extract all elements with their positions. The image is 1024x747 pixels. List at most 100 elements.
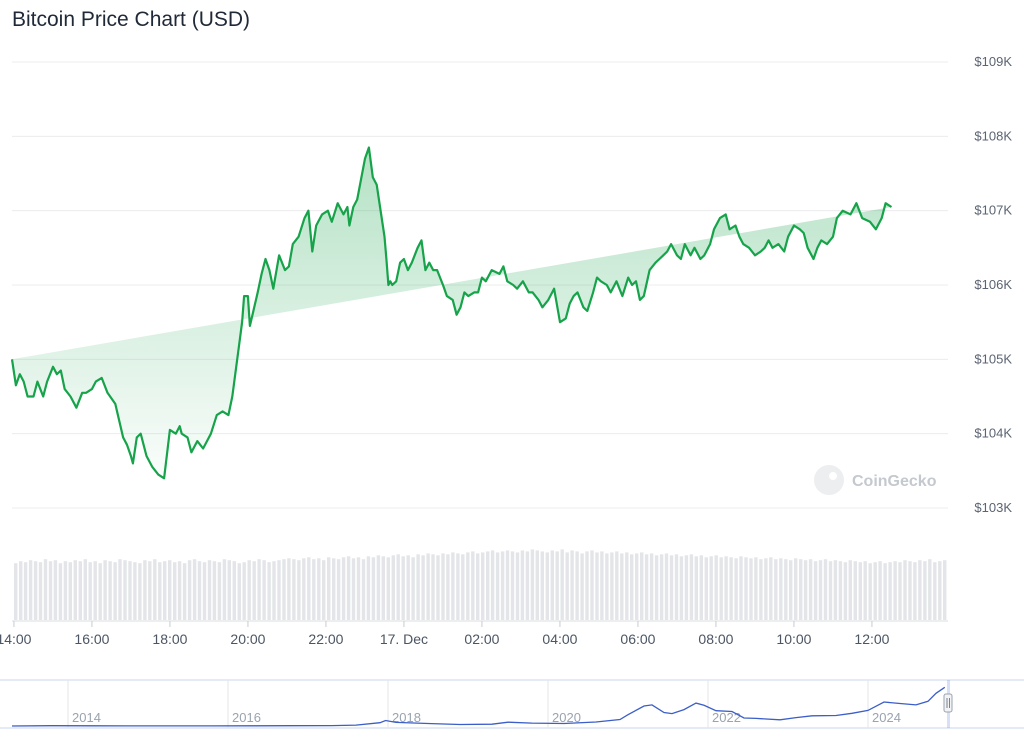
volume-bar <box>411 557 415 620</box>
volume-bar <box>381 556 385 620</box>
volume-bar <box>148 561 152 620</box>
x-tick-label: 20:00 <box>230 631 265 647</box>
volume-bar <box>351 558 356 620</box>
x-tick-label: 22:00 <box>308 631 343 647</box>
volume-bar <box>93 561 97 620</box>
volume-bar <box>764 558 768 620</box>
x-tick-label: 02:00 <box>464 631 499 647</box>
volume-bar <box>853 561 857 620</box>
volume-bar <box>133 562 137 620</box>
volume-bar <box>585 551 589 620</box>
volume-bar <box>505 550 510 620</box>
volume-bar <box>366 556 371 620</box>
volume-bar <box>456 553 460 620</box>
volume-bar <box>769 557 773 620</box>
volume-bar <box>307 557 311 620</box>
x-tick-label: 12:00 <box>854 631 889 647</box>
volume-bar <box>789 560 793 620</box>
volume-bar <box>739 556 743 620</box>
volume-bar <box>943 560 947 620</box>
price-line-group[interactable] <box>10 146 893 480</box>
volume-bar <box>794 558 798 620</box>
navigator-handle[interactable] <box>943 693 953 713</box>
watermark-text: CoinGecko <box>852 473 937 490</box>
volume-bar <box>893 561 897 620</box>
volume-bar <box>371 557 376 620</box>
volume-bar <box>823 559 828 620</box>
range-navigator[interactable]: 2014 2016 2018 2020 2022 2024 <box>0 679 1024 729</box>
volume-bar <box>590 550 594 620</box>
volume-bar <box>784 559 788 620</box>
volume-bar <box>873 562 877 620</box>
chart-title: Bitcoin Price Chart (USD) <box>12 8 251 31</box>
volume-bar <box>928 559 932 620</box>
volume-bar <box>600 551 604 620</box>
volume-bar <box>421 555 425 620</box>
volume-bar <box>684 555 689 620</box>
volume-bar <box>78 561 82 620</box>
volume-bar <box>173 562 177 620</box>
volume-bar <box>749 558 753 620</box>
volume-bar <box>83 559 87 620</box>
volume-bar <box>714 555 718 620</box>
volume-bar <box>933 562 937 620</box>
volume-bar <box>441 553 445 620</box>
volume-bar <box>43 559 48 620</box>
volume-bar <box>754 557 758 620</box>
volume-bar <box>23 562 28 620</box>
y-tick-label: $106K <box>974 277 1012 292</box>
volume-bar <box>481 552 485 620</box>
volume-bar <box>938 561 942 620</box>
x-axis-ticks: 14:00 16:00 18:00 20:00 22:00 17. Dec 02:00 04:… <box>0 620 948 647</box>
volume-bar <box>277 560 281 620</box>
volume-bar <box>843 562 848 620</box>
volume-bar <box>923 561 927 620</box>
volume-bar <box>689 554 694 620</box>
volume-bar <box>808 559 813 620</box>
volume-bar <box>699 555 703 620</box>
volume-bar <box>163 561 167 620</box>
volume-bar <box>878 561 882 620</box>
volume-bar <box>799 559 803 620</box>
volume-bar <box>356 557 361 620</box>
price-line[interactable] <box>10 146 893 480</box>
volume-bar <box>322 560 326 620</box>
volume-bar <box>918 560 922 620</box>
volume-bar <box>649 553 654 620</box>
volume-bar <box>575 551 579 620</box>
volume-bar <box>19 561 23 620</box>
volume-bar <box>719 557 723 620</box>
y-tick-label: $103K <box>974 500 1012 515</box>
volume-bar <box>396 554 400 620</box>
volume-bar <box>913 562 917 620</box>
volume-bar <box>14 563 18 620</box>
volume-bar <box>138 563 142 620</box>
volume-bar <box>664 553 669 620</box>
volume-bar <box>287 558 291 620</box>
coingecko-logo-icon <box>814 465 844 495</box>
y-tick-label: $104K <box>974 426 1012 441</box>
volume-bar <box>446 554 450 620</box>
volume-bar <box>153 559 157 620</box>
volume-bar <box>595 552 599 620</box>
volume-bar <box>168 560 172 620</box>
coingecko-logo-eye <box>829 472 837 480</box>
x-tick-label: 04:00 <box>542 631 577 647</box>
volume-bar <box>416 554 420 620</box>
volume-bar <box>694 556 698 620</box>
volume-bar <box>58 563 63 620</box>
volume-bar <box>123 560 127 620</box>
volume-bar <box>312 559 316 620</box>
volume-bar <box>222 559 227 620</box>
coingecko-watermark: CoinGecko <box>814 465 937 495</box>
volume-bar <box>868 563 872 620</box>
volume-bars <box>14 549 947 620</box>
volume-bar <box>625 552 629 620</box>
x-tick-label: 16:00 <box>74 631 109 647</box>
volume-bar <box>108 561 112 620</box>
volume-bar <box>436 555 440 620</box>
volume-bar <box>212 561 217 620</box>
volume-bar <box>550 550 554 620</box>
volume-bar <box>605 553 609 620</box>
volume-bar <box>674 554 679 620</box>
